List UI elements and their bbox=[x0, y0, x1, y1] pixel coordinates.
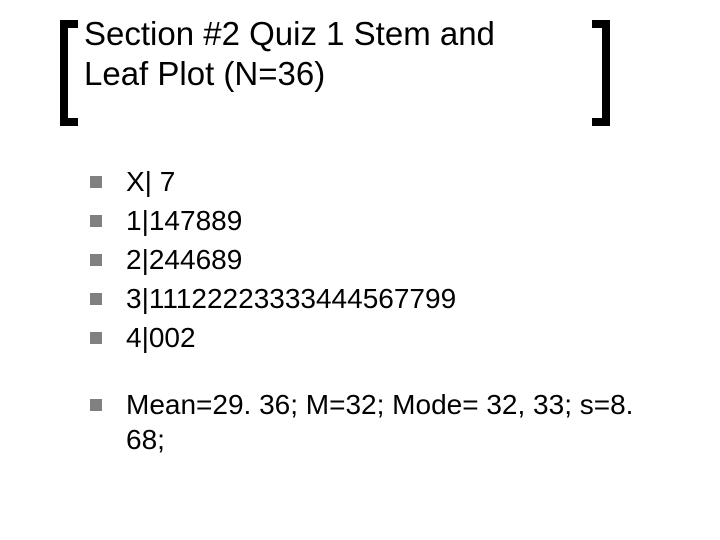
list-item-text: Mean=29. 36; M=32; Mode= 32, 33; s=8. 68… bbox=[126, 387, 640, 457]
square-bullet-icon bbox=[90, 215, 102, 227]
list-item-text: 3|11122223333444567799 bbox=[126, 281, 456, 316]
list-item: Mean=29. 36; M=32; Mode= 32, 33; s=8. 68… bbox=[90, 387, 640, 457]
list-item-text: 4|002 bbox=[126, 320, 196, 355]
list-item-text: 2|244689 bbox=[126, 242, 242, 277]
content-area: X| 7 1|147889 2|244689 3|111222233334445… bbox=[90, 164, 640, 461]
list-item-text: X| 7 bbox=[126, 164, 175, 199]
list-item-text: 1|147889 bbox=[126, 203, 242, 238]
bracket-left-side bbox=[60, 20, 68, 126]
list-item: X| 7 bbox=[90, 164, 640, 199]
list-item: 1|147889 bbox=[90, 203, 640, 238]
list-item: 3|11122223333444567799 bbox=[90, 281, 640, 316]
spacer bbox=[90, 359, 640, 387]
bracket-left-bottom bbox=[60, 118, 78, 126]
bracket-right-bottom bbox=[592, 118, 610, 126]
square-bullet-icon bbox=[90, 399, 102, 411]
page-title: Section #2 Quiz 1 Stem and Leaf Plot (N=… bbox=[84, 14, 564, 93]
bracket-right-side bbox=[602, 20, 610, 126]
square-bullet-icon bbox=[90, 176, 102, 188]
list-item: 2|244689 bbox=[90, 242, 640, 277]
square-bullet-icon bbox=[90, 332, 102, 344]
slide: Section #2 Quiz 1 Stem and Leaf Plot (N=… bbox=[0, 0, 720, 540]
square-bullet-icon bbox=[90, 293, 102, 305]
list-item: 4|002 bbox=[90, 320, 640, 355]
square-bullet-icon bbox=[90, 254, 102, 266]
